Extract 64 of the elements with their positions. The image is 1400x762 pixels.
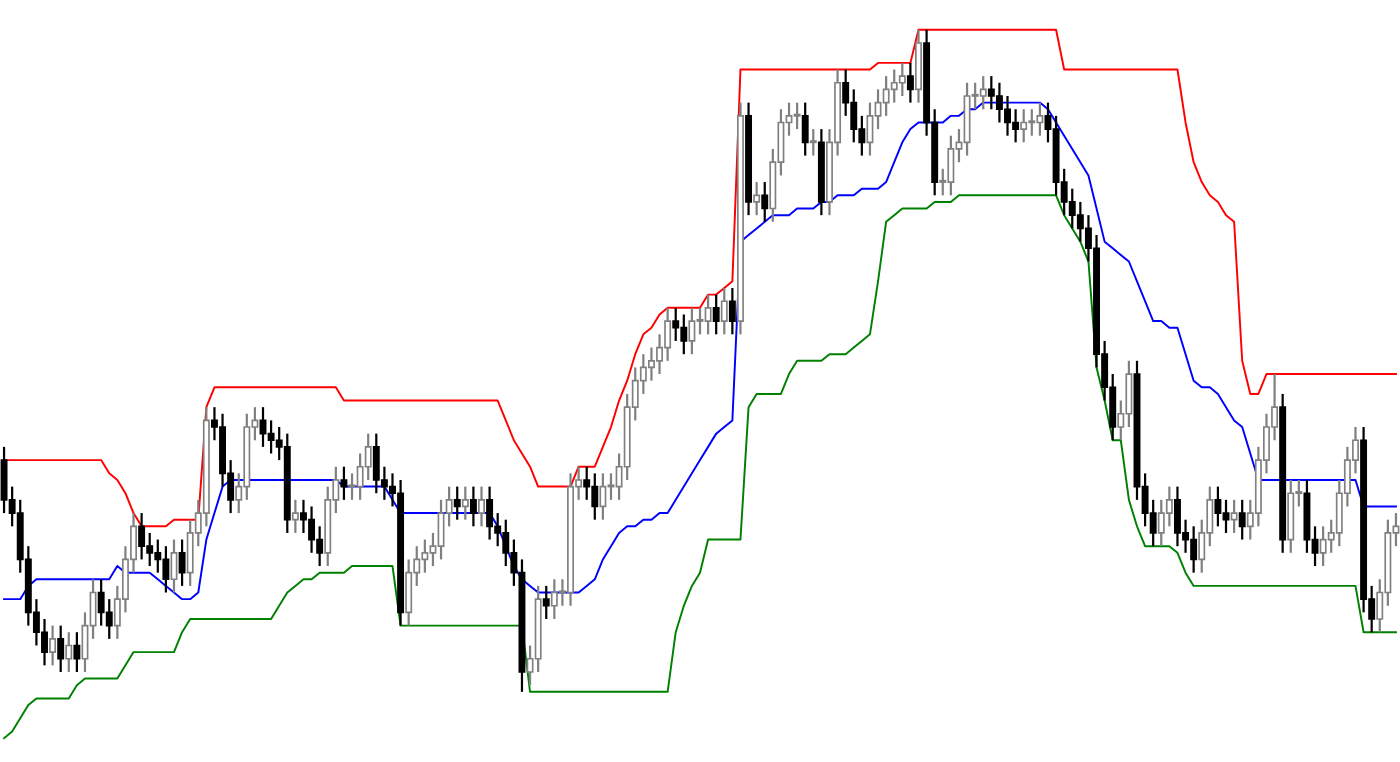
candlestick	[1020, 108, 1028, 144]
candlestick	[906, 61, 914, 104]
candlestick	[57, 624, 65, 674]
candlestick	[672, 306, 680, 343]
candlestick	[583, 465, 591, 501]
candlestick	[1222, 498, 1230, 535]
candlestick	[866, 101, 874, 157]
candlestick	[761, 180, 769, 223]
candlestick	[1190, 525, 1198, 574]
candlestick	[542, 584, 550, 621]
candlestick	[1319, 525, 1327, 568]
candlestick	[688, 306, 696, 356]
candlestick	[364, 432, 372, 482]
candlestick	[105, 598, 113, 640]
candlestick	[680, 313, 688, 356]
candlestick	[728, 286, 736, 336]
candlestick	[712, 293, 720, 336]
candlestick	[267, 419, 275, 455]
candlestick	[502, 518, 510, 568]
candlestick	[162, 545, 170, 594]
candlestick	[178, 538, 186, 588]
candlestick	[720, 286, 728, 336]
candlestick	[73, 631, 81, 674]
candlestick	[704, 293, 712, 336]
candlestick	[1303, 478, 1311, 554]
candlestick	[915, 28, 922, 104]
candlestick	[963, 81, 971, 157]
candlestick	[591, 472, 599, 521]
candlestick	[1287, 478, 1295, 554]
candlestick	[696, 306, 704, 336]
candlestick	[1238, 498, 1246, 541]
candlestick	[882, 75, 890, 117]
candlestick	[453, 485, 461, 521]
candlestick	[291, 498, 299, 535]
candlestick	[461, 485, 469, 521]
candlestick	[550, 578, 558, 621]
candlestick	[138, 511, 146, 561]
candlestick	[1028, 108, 1036, 137]
candlestick	[49, 624, 57, 667]
candlestick	[486, 485, 494, 541]
candlestick	[890, 68, 898, 104]
candlestick	[65, 631, 73, 674]
candlestick	[599, 472, 607, 521]
candlestick	[1165, 485, 1173, 528]
candlestick	[1230, 498, 1238, 535]
candlestick	[1214, 485, 1222, 528]
candlestick	[372, 432, 380, 495]
candlestick	[947, 134, 955, 197]
candlestick	[348, 472, 356, 501]
candlestick	[607, 472, 615, 501]
candlestick	[308, 505, 316, 554]
candlestick	[1173, 485, 1181, 548]
candlestick	[478, 485, 485, 528]
candlestick	[898, 61, 906, 98]
candlestick	[340, 465, 348, 501]
candlestick	[809, 127, 817, 157]
candlestick	[1036, 101, 1044, 137]
candlestick	[405, 558, 413, 627]
candlestick	[801, 101, 809, 157]
candlestick	[753, 180, 761, 217]
candlestick	[469, 485, 477, 528]
candlestick	[793, 101, 801, 131]
candlestick	[979, 75, 987, 111]
candlestick	[154, 538, 162, 574]
